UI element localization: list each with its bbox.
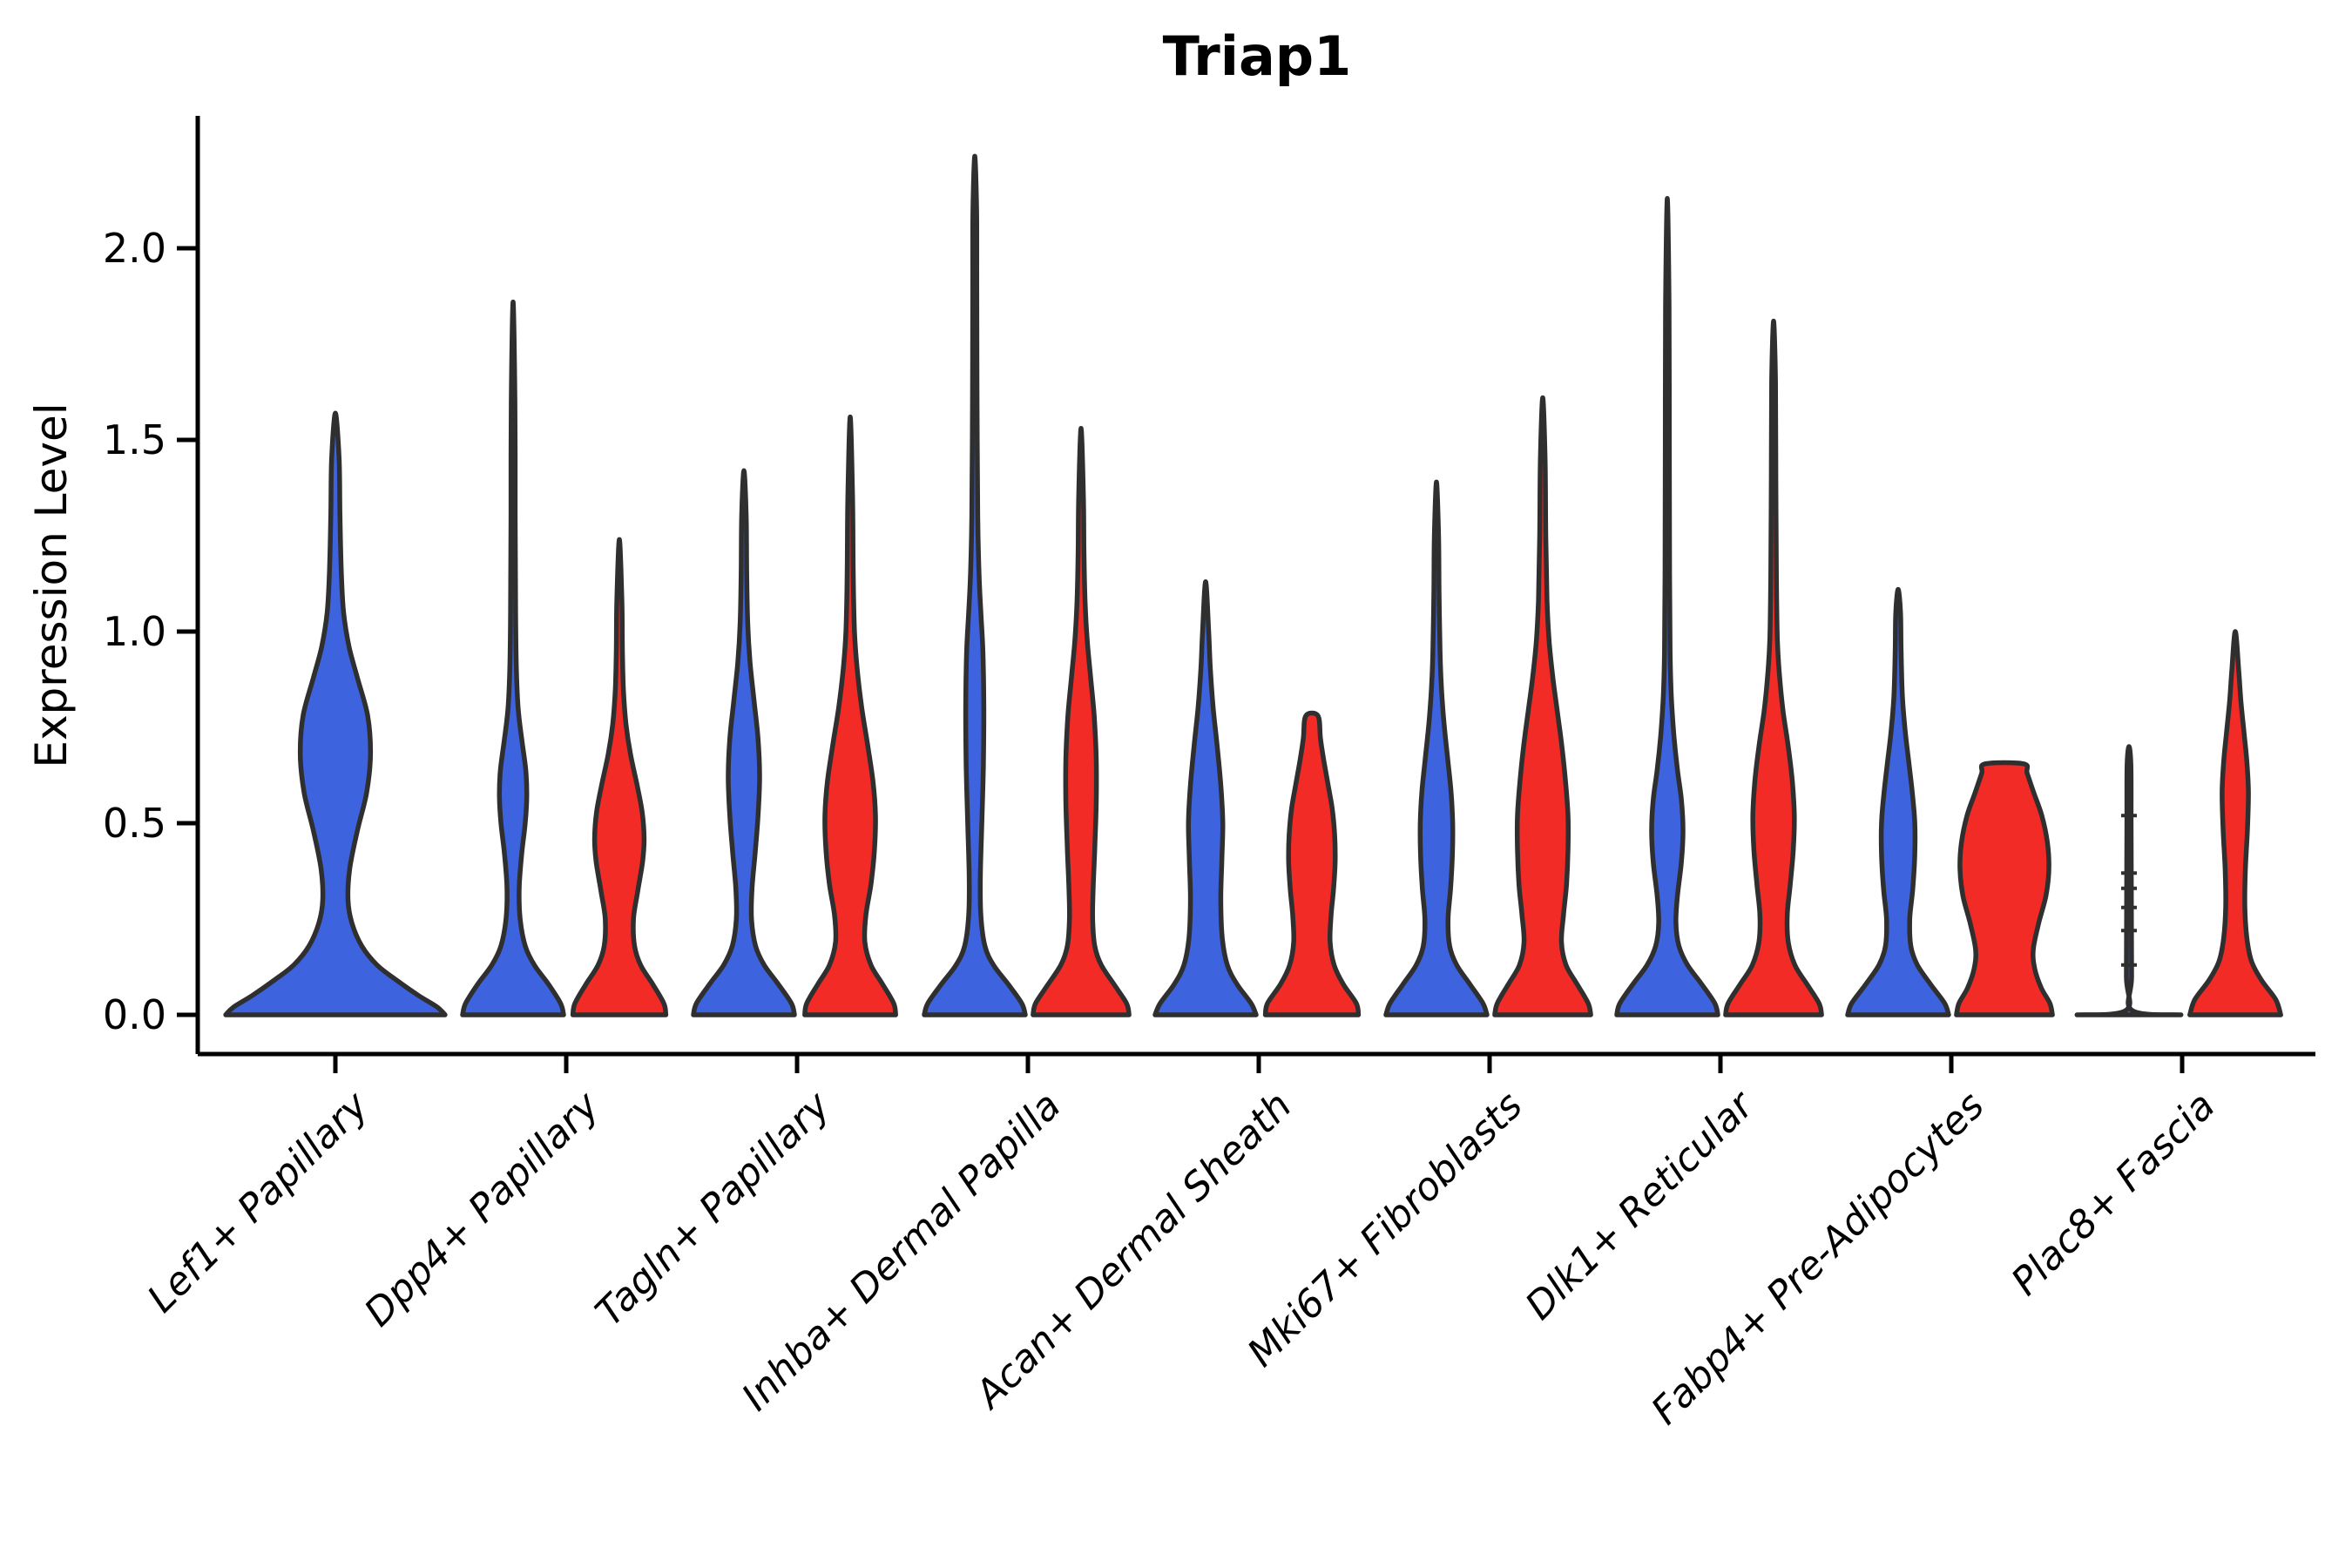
x-tick-label-lef1-papillary: Lef1+ Papillary: [139, 1083, 378, 1321]
y-tick-label: 0.5: [103, 800, 166, 847]
violin-lef1-papillary-blue: [223, 410, 448, 1017]
violin-dpp4-papillary-blue: [460, 299, 566, 1017]
x-tick-label-tagln-papillary: Tagln+ Papillary: [587, 1083, 839, 1335]
violin-dlk1-reticular-red: [1723, 318, 1824, 1017]
violin-mki67-fibroblasts-blue: [1383, 479, 1490, 1017]
violin-plac8-fascia-red: [2187, 629, 2283, 1017]
violin-dpp4-papillary-red: [570, 537, 669, 1017]
violins-layer: [223, 153, 2283, 1017]
violin-plac8-fascia-blue: [2074, 744, 2184, 1017]
y-axis-label: Expression Level: [26, 402, 77, 767]
violin-tagln-papillary-red: [802, 414, 898, 1017]
violin-acan-dermal-sheath-blue: [1152, 579, 1259, 1017]
violin-acan-dermal-sheath-red: [1262, 710, 1362, 1017]
x-ticks: [333, 1054, 2185, 1073]
y-tick-label: 1.5: [103, 416, 166, 463]
x-tick-label-plac8-fascia: Plac8+ Fascia: [2003, 1084, 2223, 1304]
violin-mki67-fibroblasts-red: [1492, 395, 1593, 1017]
x-tick-label-dpp4-papillary: Dpp4+ Papillary: [356, 1083, 609, 1335]
violin-dlk1-reticular-blue: [1614, 196, 1720, 1017]
x-tick-label-dlk1-reticular: Dlk1+ Reticular: [1517, 1082, 1763, 1328]
chart-title: Triap1: [1163, 24, 1352, 88]
y-ticks: 0.0 0.5 1.0 1.5 2.0: [103, 225, 198, 1038]
violin-inhba-dermal-papilla-red: [1031, 426, 1132, 1017]
y-tick-label: 1.0: [103, 608, 166, 655]
y-tick-label: 0.0: [103, 991, 166, 1038]
violin-inhba-dermal-papilla-blue: [922, 153, 1028, 1017]
y-tick-label: 2.0: [103, 225, 166, 272]
violin-tagln-papillary-blue: [691, 468, 797, 1017]
violin-fabp4-pre-adipocytes-red: [1954, 760, 2055, 1017]
violin-fabp4-pre-adipocytes-blue: [1845, 586, 1951, 1017]
